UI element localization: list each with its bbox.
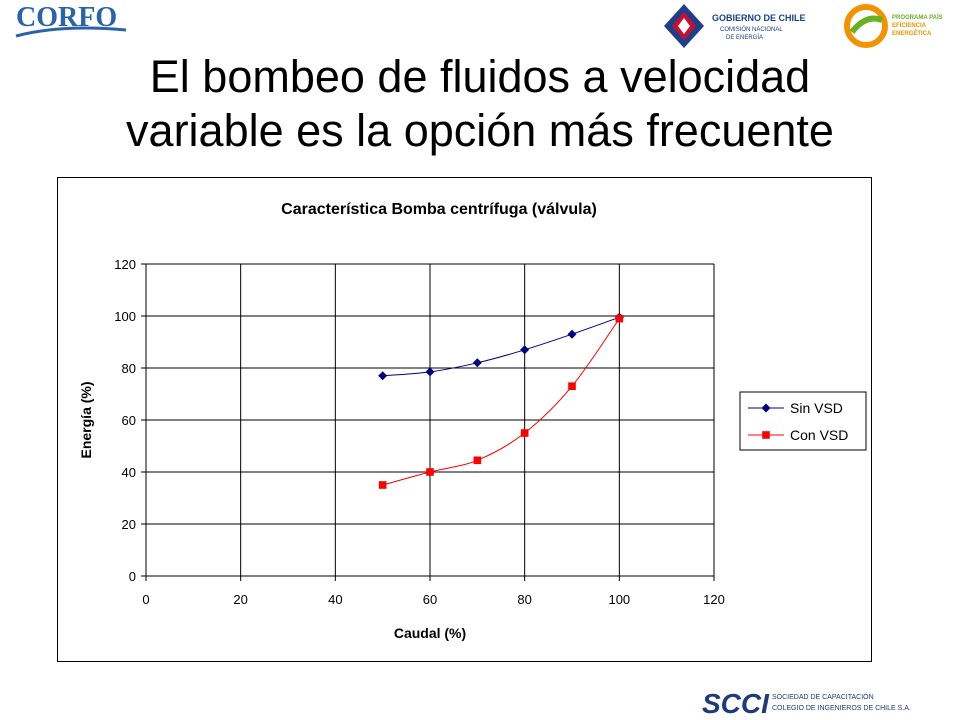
series-line: [382, 318, 620, 486]
svg-text:COLEGIO DE INGENIEROS DE CHILE: COLEGIO DE INGENIEROS DE CHILE S.A.: [772, 705, 911, 712]
legend-box: [739, 391, 867, 451]
series-line: [382, 316, 620, 377]
x-tick-label: 0: [142, 592, 149, 607]
x-axis-label: Caudal (%): [394, 625, 466, 641]
programa-eficiencia-logo: PROGRAMA PAÍS EFICIENCIA ENERGÉTICA: [844, 4, 943, 48]
data-point: [426, 468, 434, 476]
legend-item: Con VSD: [748, 427, 848, 443]
gobierno-emblem-icon: [664, 4, 704, 48]
gobierno-de-chile-logo: GOBIERNO DE CHILE COMISIÓN NACIONAL DE E…: [664, 4, 806, 48]
legend-label: Con VSD: [790, 427, 848, 443]
slide-title-line-2: variable es la opción más frecuente: [126, 105, 834, 156]
scci-logo: SCCI SOCIEDAD DE CAPACITACIÓN COLEGIO DE…: [702, 688, 911, 718]
x-tick-label: 40: [328, 592, 342, 607]
energy-chart: Característica Bomba centrífuga (válvula…: [78, 201, 867, 641]
chart-frame: Característica Bomba centrífuga (válvula…: [57, 177, 872, 662]
x-tick-label: 120: [703, 592, 725, 607]
slide-title: El bombeo de fluidos a velocidad variabl…: [0, 50, 960, 158]
y-tick-label: 40: [122, 465, 136, 480]
svg-text:SCCI: SCCI: [702, 688, 770, 718]
data-point: [472, 358, 482, 368]
data-point: [520, 345, 530, 355]
series-2: [378, 314, 624, 489]
data-point: [425, 367, 435, 377]
legend-item: Sin VSD: [748, 400, 843, 416]
data-point: [378, 371, 388, 381]
x-tick-label: 60: [423, 592, 437, 607]
data-point: [473, 456, 482, 465]
svg-text:PROGRAMA PAÍS: PROGRAMA PAÍS: [892, 13, 943, 21]
y-tick-label: 100: [114, 309, 136, 324]
corfo-logo: CORFO: [15, 2, 127, 38]
svg-text:SOCIEDAD DE CAPACITACIÓN: SOCIEDAD DE CAPACITACIÓN: [772, 692, 874, 701]
data-point: [615, 314, 624, 323]
y-tick-label: 120: [114, 257, 136, 272]
svg-text:EFICIENCIA: EFICIENCIA: [892, 23, 927, 29]
svg-text:DE ENERGÍA: DE ENERGÍA: [726, 34, 763, 41]
svg-text:ENERGÉTICA: ENERGÉTICA: [892, 29, 932, 37]
series-1: [378, 312, 624, 381]
legend-marker: [761, 403, 771, 413]
svg-text:COMISIÓN NACIONAL: COMISIÓN NACIONAL: [720, 26, 783, 33]
y-tick-label: 0: [129, 569, 136, 584]
chart-title: Característica Bomba centrífuga (válvula…: [281, 201, 597, 218]
y-tick-label: 60: [122, 413, 136, 428]
x-tick-label: 80: [517, 592, 531, 607]
data-point: [567, 329, 577, 339]
legend-marker: [762, 431, 770, 439]
data-point: [520, 429, 529, 437]
y-tick-label: 20: [122, 517, 136, 532]
data-point: [378, 481, 387, 489]
y-tick-label: 80: [122, 361, 136, 376]
x-tick-label: 20: [233, 592, 247, 607]
y-axis-label: Energía (%): [78, 381, 94, 458]
svg-text:GOBIERNO DE CHILE: GOBIERNO DE CHILE: [712, 13, 806, 23]
leaf-circle-icon: [844, 4, 888, 48]
legend-label: Sin VSD: [790, 400, 843, 416]
slide-title-line-1: El bombeo de fluidos a velocidad: [149, 51, 811, 102]
data-point: [568, 382, 576, 390]
x-tick-label: 100: [608, 592, 630, 607]
